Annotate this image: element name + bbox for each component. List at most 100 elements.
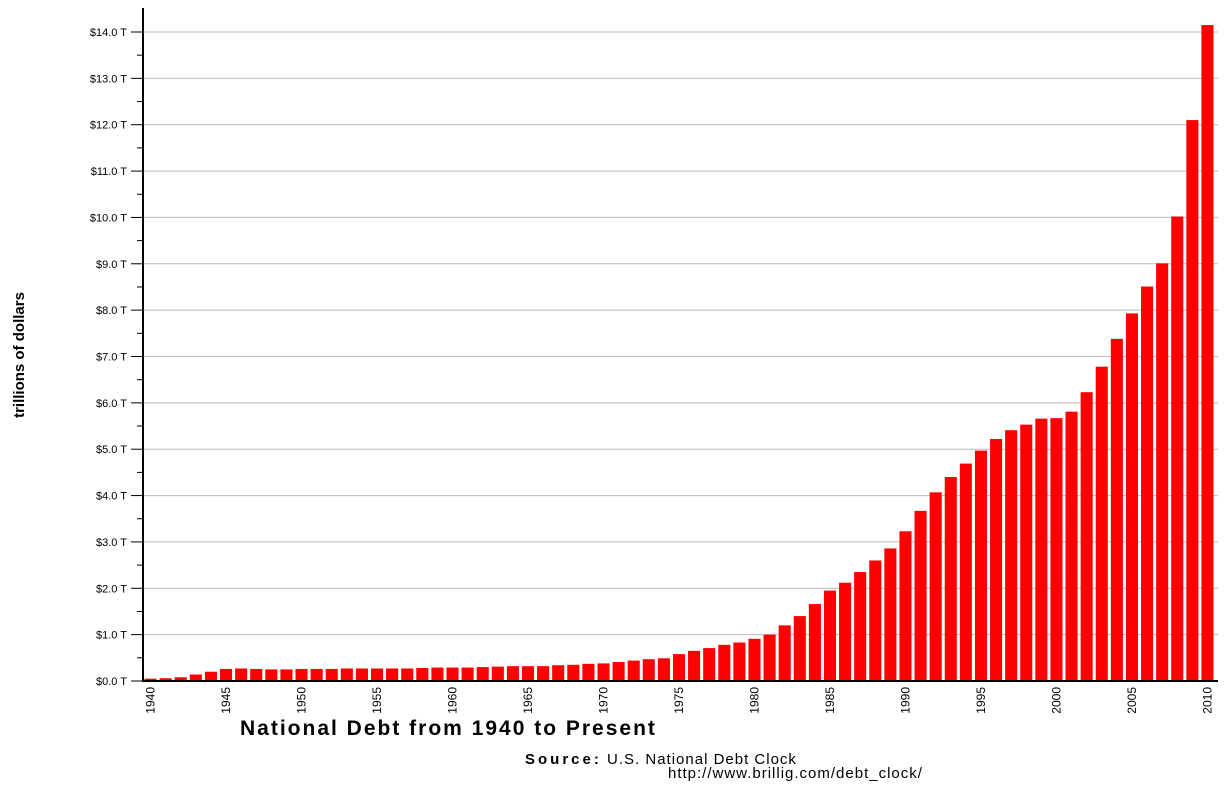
x-tick-label: 1970 [597, 687, 611, 714]
x-tick-labels: 1940 1945 1950 1955 1960 1965 1970 1975 1980 1985… [144, 687, 1215, 714]
y-tick-label: $9.0 T [96, 259, 127, 271]
y-tick-label: $13.0 T [90, 73, 127, 85]
bar-1948 [265, 669, 278, 681]
bar-1970 [597, 663, 610, 681]
bar-1995 [974, 450, 988, 681]
x-tick-label: 1940 [144, 687, 158, 714]
y-tick-label: $7.0 T [96, 352, 127, 364]
bar-2004 [1110, 338, 1123, 681]
bar-1994 [959, 463, 972, 681]
x-tick-label: 2010 [1200, 687, 1214, 714]
bar-2006 [1141, 286, 1154, 681]
bar-1980 [748, 638, 761, 681]
bar-1958 [416, 668, 429, 681]
bar-1982 [778, 625, 791, 681]
bar-1988 [869, 560, 882, 681]
y-tick-label: $14.0 T [90, 27, 127, 39]
bar-1992 [929, 492, 942, 681]
bar-1997 [1005, 430, 1018, 681]
bar-1951 [310, 668, 323, 681]
grid-lines [143, 31, 1218, 636]
y-tick-label: $5.0 T [96, 444, 127, 456]
bar-1943 [189, 674, 202, 681]
bar-1956 [386, 668, 399, 681]
bar-1971 [612, 661, 625, 681]
bar-1964 [506, 666, 519, 681]
bar-1960 [446, 667, 459, 681]
bar-1978 [718, 644, 731, 681]
x-tick-label: 1965 [521, 687, 535, 714]
bar-2007 [1156, 263, 1169, 681]
bar-2001 [1065, 411, 1078, 681]
bar-1996 [990, 439, 1003, 681]
bar-1973 [642, 659, 655, 681]
bar-1940 [144, 678, 157, 681]
bar-1950 [295, 668, 308, 681]
axes [131, 8, 1218, 682]
x-tick-label: 1950 [295, 687, 309, 714]
source-label: Source: [525, 751, 602, 768]
bar-1990 [899, 531, 912, 681]
source-text: U.S. National Debt Clock [607, 751, 797, 768]
y-tick-label: $8.0 T [96, 305, 127, 317]
bar-1942 [174, 677, 187, 681]
bar-1965 [521, 666, 535, 681]
bar-1962 [476, 667, 489, 681]
bar-1977 [703, 648, 716, 681]
y-tick-label: $11.0 T [91, 166, 128, 178]
bar-1954 [355, 668, 368, 681]
bar-1984 [808, 604, 821, 681]
x-tick-label: 1945 [219, 687, 233, 714]
bar-2002 [1080, 392, 1093, 681]
x-tick-label: 1980 [747, 687, 761, 714]
bar-1963 [491, 666, 504, 681]
bar-1979 [733, 642, 746, 681]
bar-1983 [793, 616, 806, 681]
bar-1957 [401, 668, 414, 681]
x-tick-label: 1995 [974, 687, 988, 714]
bar-1991 [914, 510, 927, 681]
bar-1972 [627, 660, 640, 681]
bars [144, 25, 1214, 682]
bar-2005 [1125, 313, 1138, 681]
bar-1985 [823, 590, 837, 681]
bar-2009 [1186, 120, 1199, 682]
bar-1969 [582, 663, 595, 681]
bar-1952 [325, 668, 338, 681]
y-tick-label: $0.0 T [96, 676, 127, 688]
bar-1986 [839, 582, 852, 681]
source-note: Source: U.S. National Debt Clock http://… [525, 751, 923, 782]
x-tick-label: 1985 [823, 687, 837, 714]
bar-1981 [763, 634, 776, 681]
x-tick-label: 2000 [1049, 687, 1063, 714]
x-tick-label: 2005 [1125, 687, 1139, 714]
bar-1955 [370, 668, 384, 681]
bar-1999 [1035, 418, 1048, 681]
y-tick-label: $10.0 T [90, 212, 127, 224]
bar-1959 [431, 667, 444, 681]
bar-1974 [657, 658, 670, 681]
y-tick-label: $1.0 T [96, 630, 127, 642]
bar-1968 [567, 664, 580, 681]
y-tick-labels: $0.0 T $1.0 T $2.0 T $3.0 T $4.0 T $5.0 T $6.0… [90, 27, 127, 688]
x-tick-label: 1960 [446, 687, 460, 714]
y-tick-label: $4.0 T [96, 491, 127, 503]
bar-1949 [280, 669, 293, 681]
bar-1946 [235, 668, 248, 681]
y-tick-label: $2.0 T [96, 583, 127, 595]
bar-1945 [220, 668, 233, 681]
bar-1967 [552, 665, 565, 681]
bar-1947 [250, 668, 263, 681]
y-tick-label: $12.0 T [90, 120, 127, 132]
bar-1998 [1020, 424, 1033, 681]
x-tick-label: 1975 [672, 687, 686, 714]
source-url: http://www.brillig.com/debt_clock/ [668, 765, 923, 782]
bar-1989 [884, 548, 897, 681]
x-tick-label: 1990 [898, 687, 912, 714]
bar-1944 [204, 671, 217, 681]
bar-1987 [854, 572, 867, 681]
y-axis-label: trillions of dollars [11, 292, 28, 418]
bar-2000 [1050, 418, 1063, 681]
bar-1993 [944, 477, 957, 681]
